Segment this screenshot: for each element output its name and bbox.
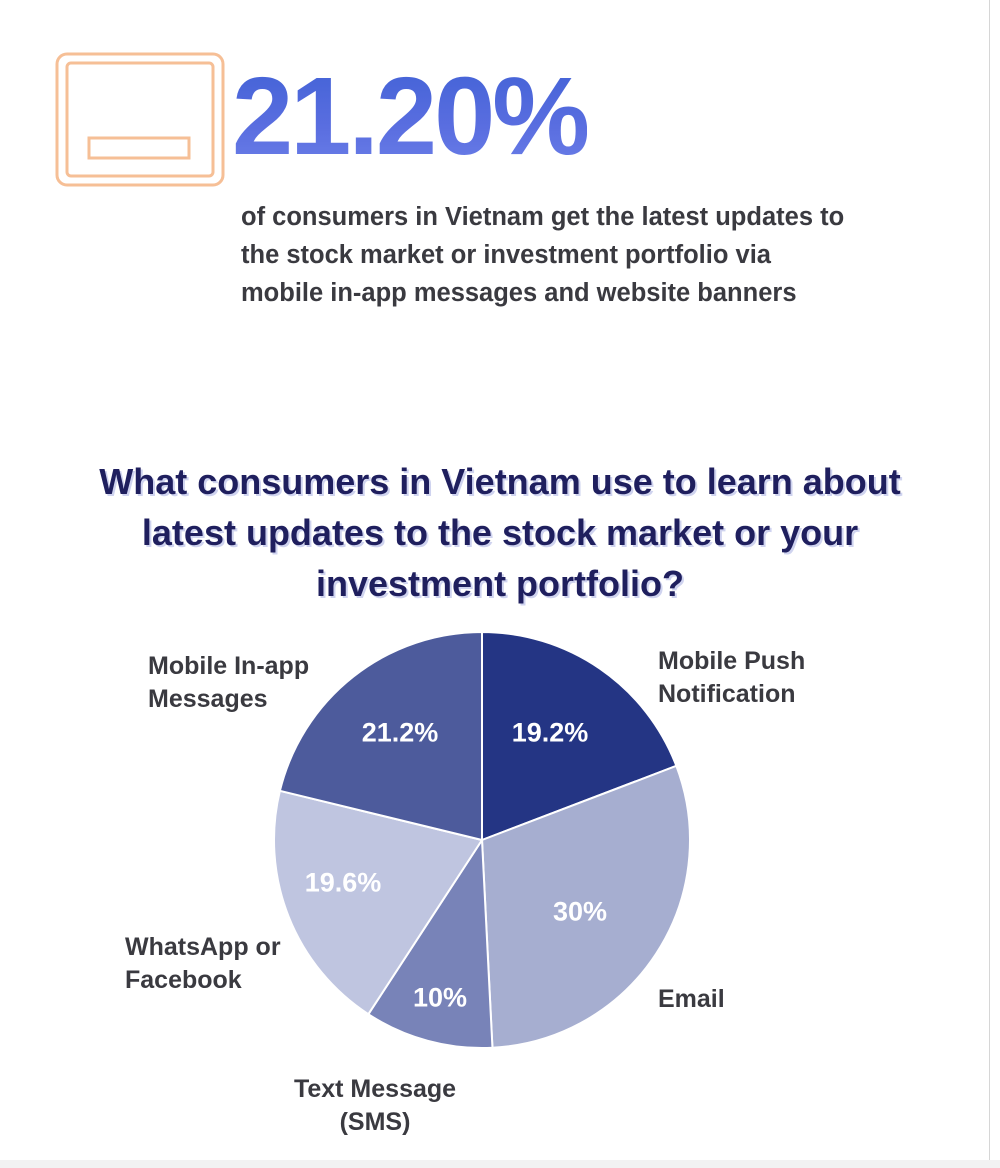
value-label-mobile-in-app: 21.2% [361, 717, 439, 748]
category-label-mobile-push: Mobile Push Notification [658, 647, 806, 708]
website-banner-icon [55, 52, 225, 187]
headline-stat: 21.20% [232, 55, 590, 178]
chart-title: What consumers in Vietnam use to learn a… [99, 461, 901, 604]
slice-email [480, 764, 691, 1049]
category-label-whatsapp-facebook: WhatsApp or Facebook [125, 933, 281, 994]
category-label-email: Email [658, 985, 725, 1013]
right-border [989, 0, 990, 1168]
value-label-email: 30% [552, 896, 608, 927]
value-label-whatsapp-facebook: 19.6% [304, 867, 382, 898]
slice-sms [366, 836, 494, 1049]
value-label-sms: 10% [412, 982, 468, 1013]
slice-mobile-push [481, 630, 678, 842]
slice-whatsapp-facebook [273, 789, 484, 1016]
slice-mobile-in-app [278, 630, 483, 842]
category-label-mobile-in-app: Mobile In-app Messages [148, 652, 310, 713]
stat-description: of consumers in Vietnam get the latest u… [241, 203, 845, 307]
category-label-sms: Text Message (SMS) [293, 1075, 457, 1136]
bottom-band [0, 1160, 1000, 1168]
value-label-mobile-push: 19.2% [511, 717, 589, 748]
